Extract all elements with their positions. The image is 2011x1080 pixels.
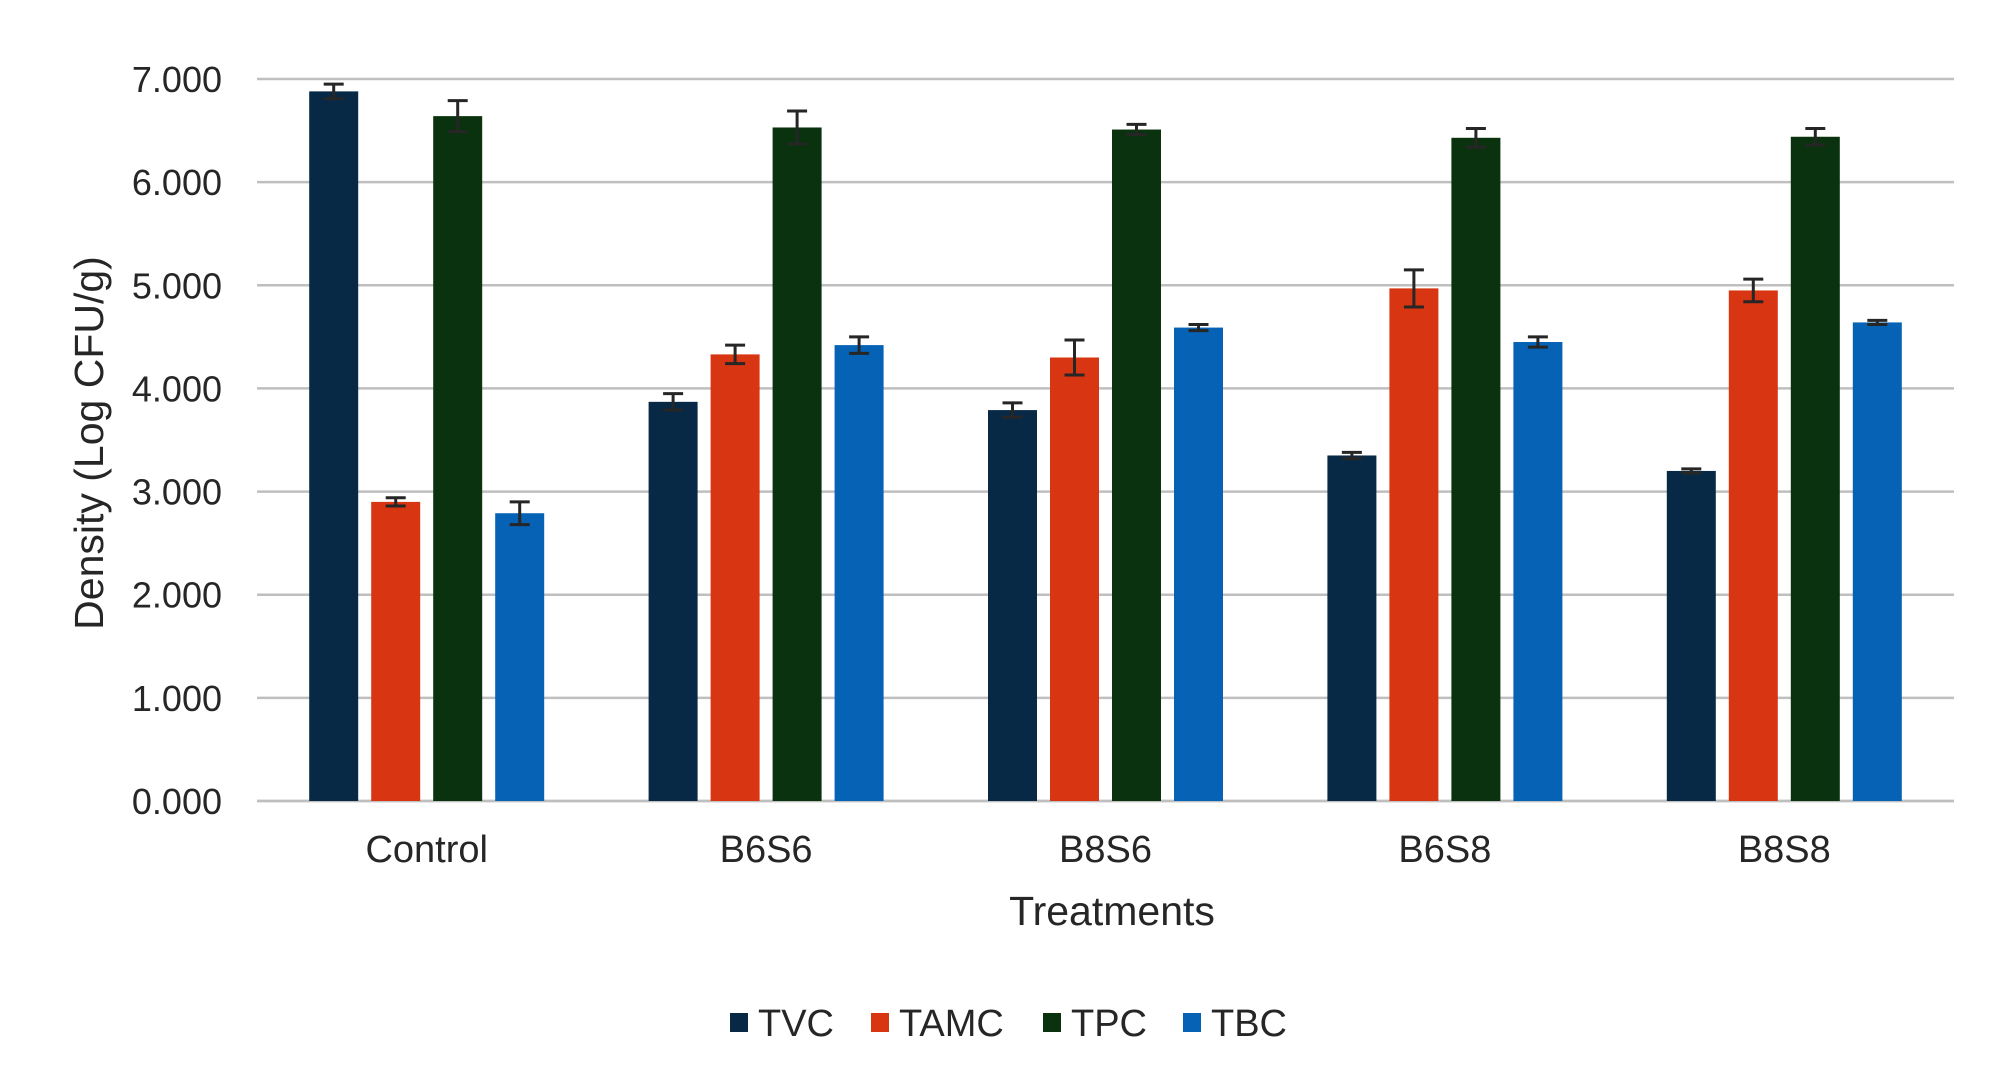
y-tick-labels: 0.000 1.000 2.000 3.000 4.000 5.000 6.000 7.000 bbox=[132, 59, 222, 822]
legend-item-tvc: TVC bbox=[730, 1003, 834, 1045]
error-bar bbox=[1743, 277, 1764, 304]
error-bar bbox=[725, 343, 746, 366]
x-tick-label: B8S6 bbox=[1059, 829, 1152, 871]
legend-label: TPC bbox=[1071, 1003, 1147, 1045]
bar-tpc-control bbox=[433, 116, 483, 802]
bar-tbc-b8s6 bbox=[1174, 327, 1223, 801]
error-bar bbox=[663, 392, 684, 412]
error-bar bbox=[1527, 335, 1548, 349]
bar-tamc-control bbox=[371, 501, 421, 801]
bar-tpc-b8s6 bbox=[1112, 129, 1161, 802]
y-tick-label: 4.000 bbox=[132, 368, 222, 409]
error-bar bbox=[1465, 127, 1486, 149]
legend-label: TBC bbox=[1211, 1003, 1287, 1045]
error-bars bbox=[323, 82, 1888, 527]
bar-tbc-control bbox=[495, 513, 545, 801]
error-bar bbox=[1188, 322, 1209, 333]
x-tick-labels: Control B6S6 B8S6 B6S8 B8S8 bbox=[365, 829, 1830, 871]
error-bar bbox=[1403, 268, 1424, 309]
x-axis-title: Treatments bbox=[1009, 888, 1215, 934]
x-tick-label: B8S8 bbox=[1738, 829, 1831, 871]
legend-label: TVC bbox=[758, 1003, 834, 1045]
legend-swatch bbox=[871, 1013, 889, 1032]
bar-tpc-b6s6 bbox=[772, 127, 822, 801]
error-bar bbox=[447, 99, 468, 134]
error-bar bbox=[1002, 401, 1023, 419]
bar-tamc-b6s6 bbox=[710, 354, 760, 801]
y-axis-title: Density (Log CFU/g) bbox=[66, 256, 112, 630]
y-tick-label: 0.000 bbox=[132, 781, 222, 822]
error-bar bbox=[1805, 127, 1826, 147]
error-bar bbox=[1126, 122, 1147, 137]
y-tick-label: 1.000 bbox=[132, 678, 222, 719]
legend-item-tpc: TPC bbox=[1043, 1003, 1147, 1045]
bar-tvc-b6s6 bbox=[648, 401, 698, 801]
x-tick-label: Control bbox=[365, 829, 488, 871]
bar-tbc-b6s8 bbox=[1513, 342, 1563, 801]
bar-tpc-b6s8 bbox=[1451, 137, 1501, 801]
legend-item-tamc: TAMC bbox=[871, 1003, 1004, 1045]
bar-tamc-b8s8 bbox=[1728, 290, 1778, 801]
error-bar bbox=[509, 500, 530, 527]
error-bar bbox=[1064, 338, 1085, 377]
bar-tbc-b6s6 bbox=[834, 345, 884, 801]
error-bar bbox=[1867, 318, 1888, 326]
error-bar bbox=[385, 496, 406, 508]
bar-tpc-b8s8 bbox=[1790, 136, 1840, 801]
legend: TVC TAMC TPC TBC bbox=[730, 1003, 1287, 1045]
y-tick-label: 3.000 bbox=[132, 472, 222, 513]
error-bar bbox=[787, 109, 808, 146]
bar-tvc-control bbox=[309, 91, 359, 802]
error-bar bbox=[1341, 450, 1362, 461]
legend-label: TAMC bbox=[899, 1003, 1004, 1045]
bar-tvc-b8s6 bbox=[988, 410, 1037, 801]
bar-tamc-b6s8 bbox=[1389, 288, 1439, 801]
legend-swatch bbox=[730, 1013, 748, 1032]
bars bbox=[309, 91, 1902, 802]
bar-tbc-b8s8 bbox=[1852, 322, 1902, 801]
bar-tvc-b6s8 bbox=[1327, 455, 1377, 801]
legend-swatch bbox=[1043, 1013, 1061, 1032]
legend-item-tbc: TBC bbox=[1183, 1003, 1287, 1045]
error-bar bbox=[1681, 467, 1702, 475]
x-tick-label: B6S8 bbox=[1398, 829, 1491, 871]
y-tick-label: 5.000 bbox=[132, 265, 222, 306]
y-tick-label: 7.000 bbox=[132, 59, 222, 100]
legend-swatch bbox=[1183, 1013, 1201, 1032]
error-bar bbox=[849, 335, 870, 355]
bar-tvc-b8s8 bbox=[1666, 470, 1716, 801]
error-bar bbox=[323, 82, 344, 101]
bar-tamc-b8s6 bbox=[1050, 357, 1099, 801]
x-tick-label: B6S6 bbox=[720, 829, 813, 871]
y-tick-label: 2.000 bbox=[132, 575, 222, 616]
y-tick-label: 6.000 bbox=[132, 162, 222, 203]
